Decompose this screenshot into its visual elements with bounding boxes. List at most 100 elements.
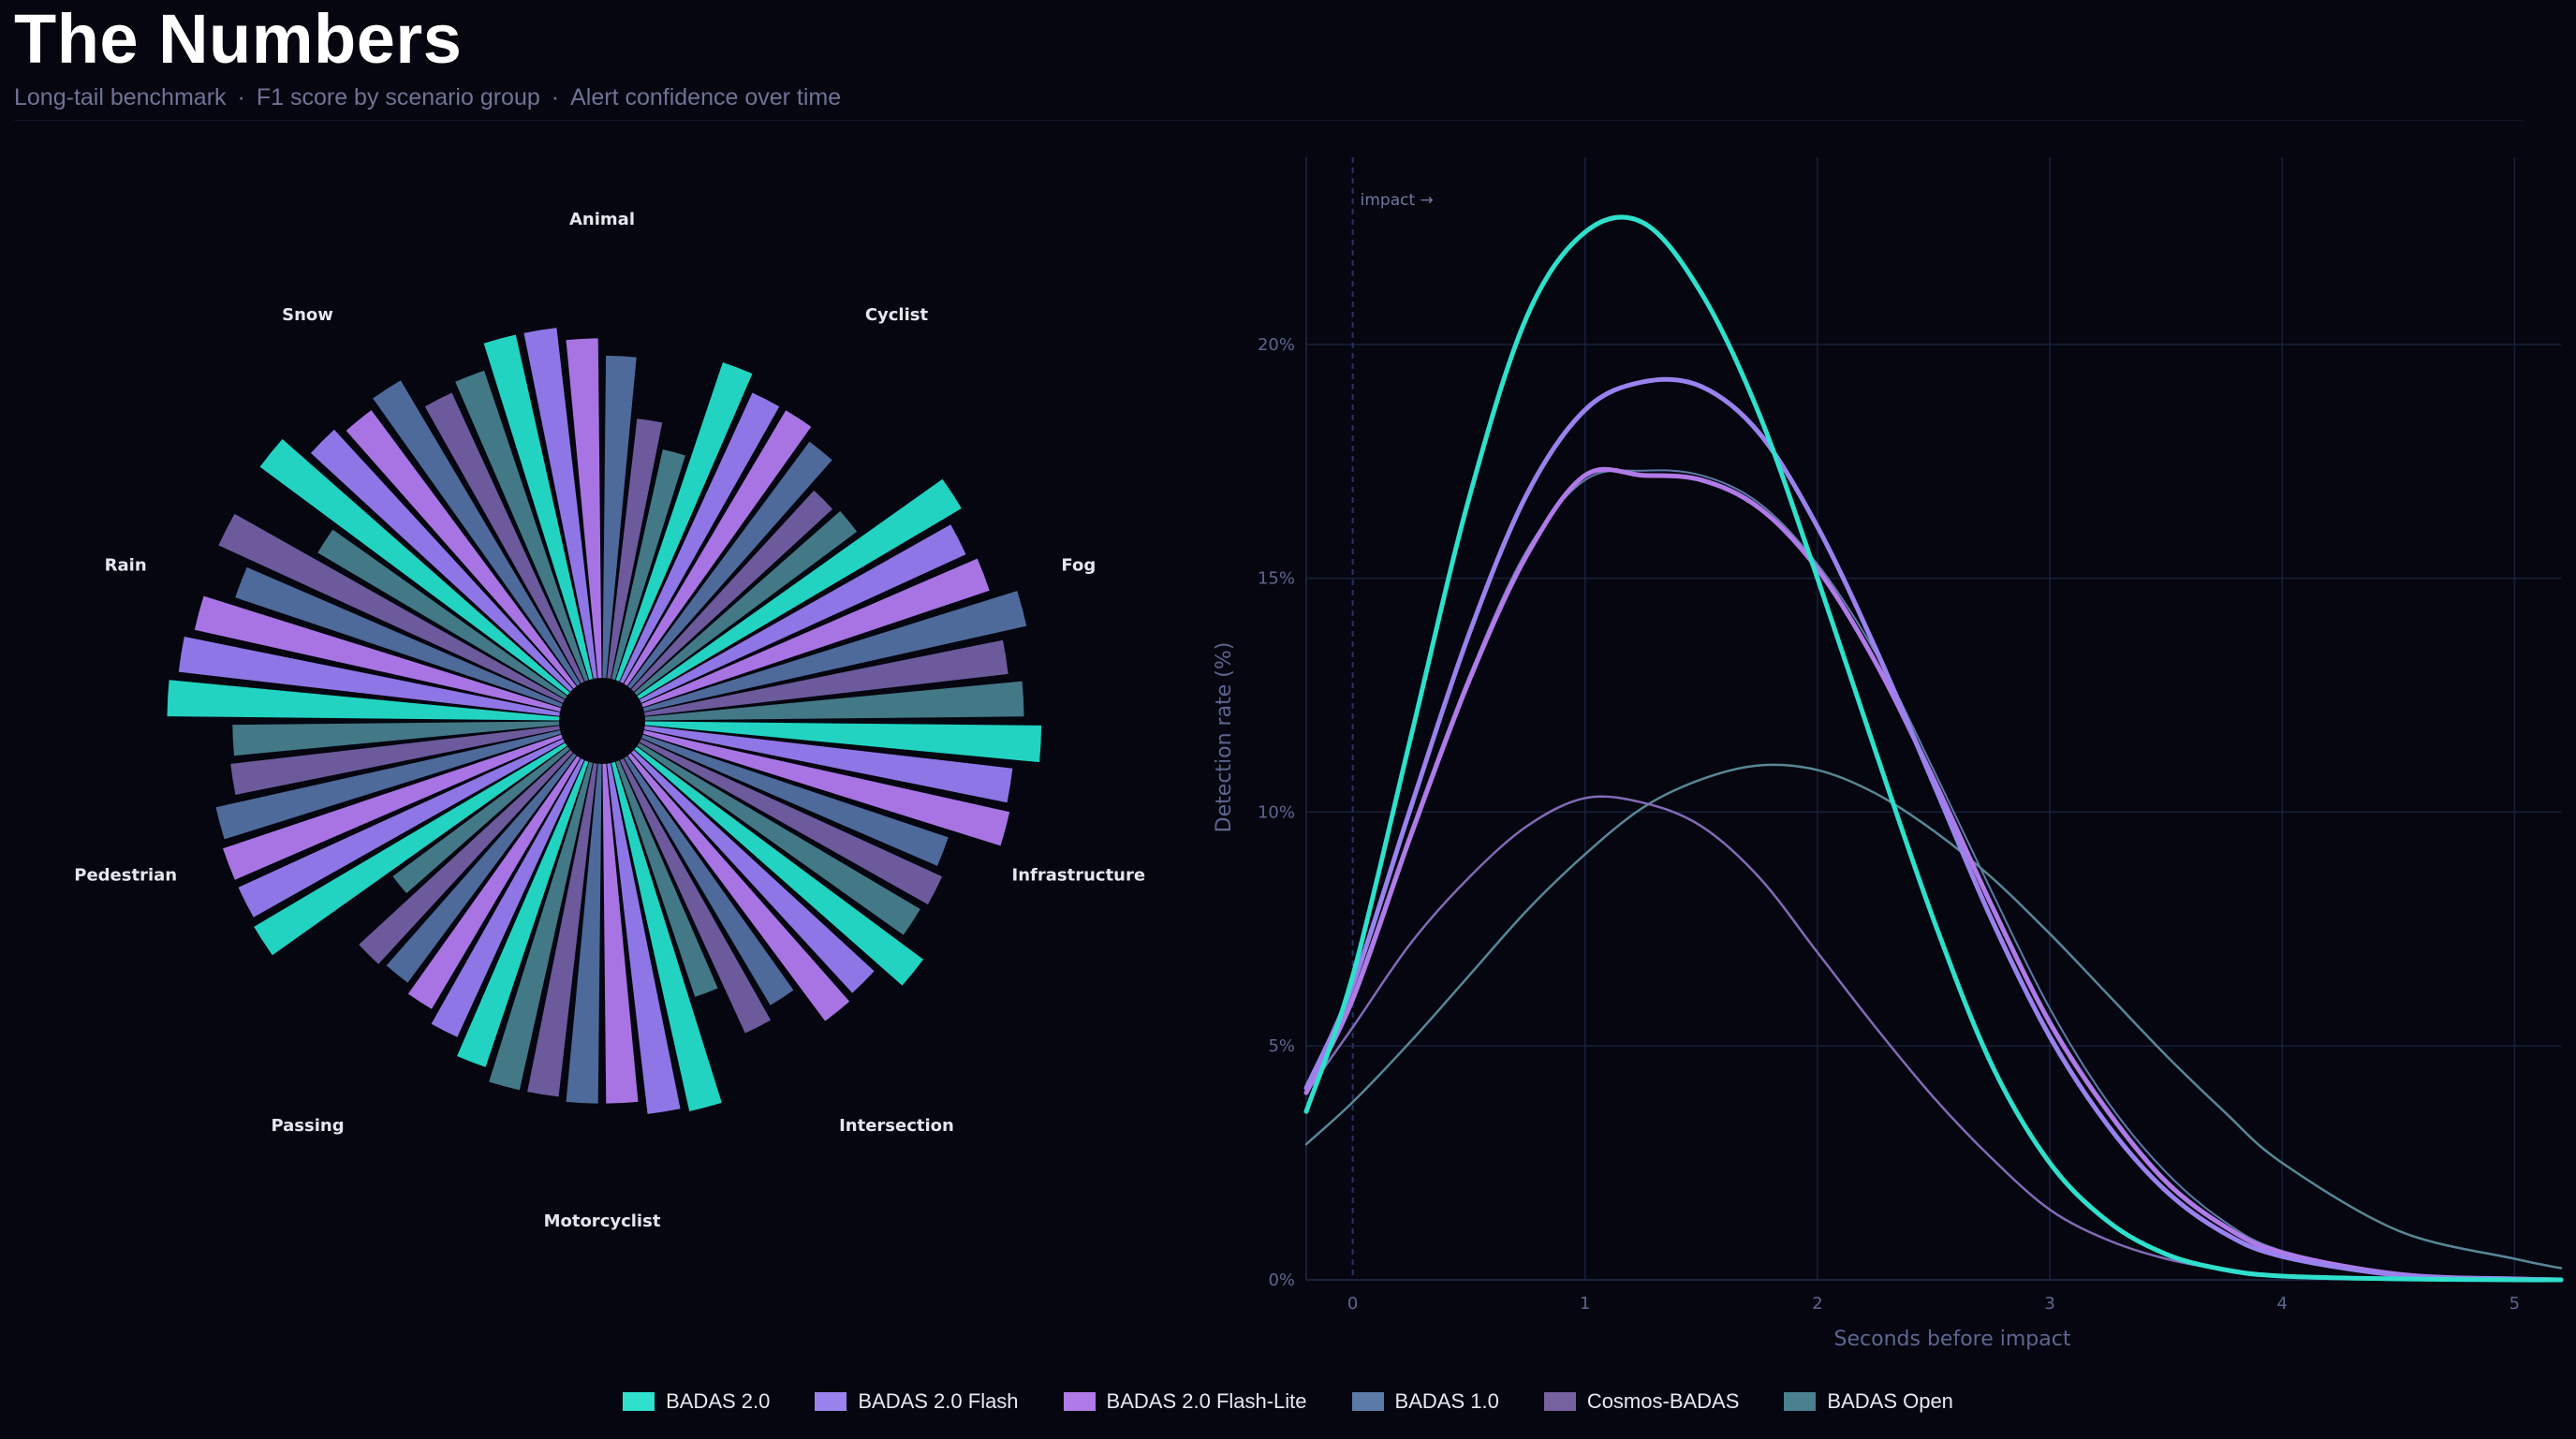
legend-item-cosmos-badas: Cosmos-BADAS xyxy=(1543,1389,1739,1414)
group-pedestrian: Pedestrian xyxy=(74,721,567,956)
bar-snow-badas-2-0-flash xyxy=(310,429,573,692)
category-label-animal: Animal xyxy=(569,210,635,229)
bar-intersection-badas-2-0 xyxy=(634,746,924,986)
bar-animal-badas-1-0 xyxy=(602,355,637,679)
group-cyclist: Cyclist xyxy=(615,305,929,696)
bar-infrastructure-badas-2-0-flash xyxy=(644,726,1013,803)
subtitle-separator: · xyxy=(237,84,245,110)
series-line-cosmos-badas xyxy=(1304,795,2563,1282)
radial-center-hole xyxy=(560,679,644,763)
bar-passing-badas-2-0-flash xyxy=(431,758,584,1037)
bar-pedestrian-badas-1-0 xyxy=(215,730,562,840)
bar-fog-badas-2-0-flash xyxy=(640,524,966,703)
series-line-badas-open xyxy=(1304,763,2563,1270)
group-snow: Snow xyxy=(259,305,589,696)
y-axis-label: Detection rate (%) xyxy=(1213,642,1236,833)
legend-swatch xyxy=(623,1392,655,1411)
group-intersection: Intersection xyxy=(615,746,954,1136)
series-line-badas-2-0-flash-lite xyxy=(1303,466,2564,1283)
bar-fog-cosmos-badas xyxy=(644,639,1008,716)
bar-rain-badas-open xyxy=(317,529,567,699)
radial-bar-chart: Animal Cyclist Fog Infrastructure Intersecti… xyxy=(74,210,1145,1231)
bar-motorcyclist-badas-2-0 xyxy=(611,761,722,1112)
bar-fog-badas-1-0 xyxy=(642,591,1027,712)
y-tick-label: 0% xyxy=(1268,1270,1295,1290)
series-line-badas-2-0 xyxy=(1303,214,2564,1283)
subtitle-part-benchmark: Long-tail benchmark xyxy=(14,84,227,110)
bar-cyclist-badas-2-0 xyxy=(615,362,753,682)
bar-passing-cosmos-badas xyxy=(359,750,573,964)
x-tick-label: 0 xyxy=(1347,1294,1358,1314)
legend-swatch xyxy=(1351,1392,1384,1411)
bar-passing-badas-2-0-flash-lite xyxy=(407,756,581,1009)
bar-pedestrian-badas-2-0-flash-lite xyxy=(223,734,563,880)
x-tick-label: 5 xyxy=(2510,1294,2520,1314)
bar-pedestrian-badas-open xyxy=(232,721,560,756)
bar-snow-badas-open xyxy=(455,370,589,682)
bar-intersection-badas-2-0-flash xyxy=(631,750,875,993)
line-chart: 0 1 2 3 4 5 0% 5% 10% 15% 20% impact → Seconds befor… xyxy=(1213,157,2564,1351)
bar-motorcyclist-badas-2-0-flash-lite xyxy=(602,763,639,1104)
bar-rain-cosmos-badas xyxy=(218,513,565,703)
category-label-passing: Passing xyxy=(271,1116,344,1136)
legend-label: BADAS 2.0 Flash xyxy=(858,1389,1019,1413)
bar-rain-badas-2-0-flash xyxy=(178,637,560,716)
bar-intersection-badas-1-0 xyxy=(624,756,794,1006)
bar-intersection-badas-2-0-flash-lite xyxy=(627,753,850,1021)
impact-annotation: impact → xyxy=(1361,191,1434,210)
bar-rain-badas-2-0 xyxy=(167,680,560,721)
series-line-badas-2-0-flash xyxy=(1303,376,2564,1283)
bar-animal-badas-2-0-flash xyxy=(523,328,597,679)
bar-infrastructure-badas-2-0 xyxy=(644,721,1042,763)
bar-pedestrian-badas-2-0 xyxy=(254,742,567,956)
legend-swatch xyxy=(1063,1392,1096,1411)
bar-animal-badas-2-0 xyxy=(483,334,593,681)
bar-cyclist-badas-2-0-flash xyxy=(620,392,780,683)
legend-label: BADAS Open xyxy=(1827,1389,1953,1413)
legend-item-badas-1-0: BADAS 1.0 xyxy=(1351,1389,1499,1414)
category-label-cyclist: Cyclist xyxy=(865,305,929,325)
y-tick-label: 20% xyxy=(1258,335,1295,355)
legend-swatch xyxy=(1784,1392,1817,1411)
subtitle-separator: · xyxy=(551,84,560,110)
chart-legend: BADAS 2.0 BADAS 2.0 Flash BADAS 2.0 Flash-… xyxy=(0,1389,2576,1414)
bar-passing-badas-open xyxy=(392,746,570,894)
group-passing: Passing xyxy=(271,746,589,1136)
x-tick-label: 1 xyxy=(1580,1294,1590,1314)
bar-animal-badas-2-0-flash-lite xyxy=(566,338,602,679)
bar-pedestrian-badas-2-0-flash xyxy=(238,739,565,918)
legend-swatch xyxy=(815,1392,847,1411)
category-label-rain: Rain xyxy=(105,556,147,576)
legend-item-badas-2-0-flash-lite: BADAS 2.0 Flash-Lite xyxy=(1063,1389,1307,1414)
bar-snow-badas-2-0-flash-lite xyxy=(346,410,577,689)
series-line-badas-1-0 xyxy=(1305,469,2562,1281)
bar-animal-badas-open xyxy=(611,449,685,681)
y-tick-label: 10% xyxy=(1258,802,1295,822)
legend-label: BADAS 1.0 xyxy=(1394,1389,1499,1413)
category-label-pedestrian: Pedestrian xyxy=(74,865,177,885)
bar-cyclist-badas-1-0 xyxy=(627,441,832,689)
bar-cyclist-badas-open xyxy=(634,510,858,696)
bar-cyclist-cosmos-badas xyxy=(631,490,833,692)
bar-intersection-cosmos-badas xyxy=(620,758,772,1034)
group-infrastructure: Infrastructure xyxy=(637,721,1145,935)
bar-intersection-badas-open xyxy=(615,760,718,997)
group-animal: Animal xyxy=(483,210,685,681)
legend-item-badas-2-0: BADAS 2.0 xyxy=(623,1389,770,1414)
bar-rain-badas-2-0-flash-lite xyxy=(194,595,562,712)
bar-infrastructure-cosmos-badas xyxy=(640,739,943,905)
category-label-fog: Fog xyxy=(1061,556,1096,576)
bar-cyclist-badas-2-0-flash-lite xyxy=(624,410,812,686)
bar-animal-cosmos-badas xyxy=(607,418,663,679)
bar-infrastructure-badas-1-0 xyxy=(641,734,949,866)
legend-label: BADAS 2.0 Flash-Lite xyxy=(1106,1389,1307,1413)
bar-motorcyclist-cosmos-badas xyxy=(527,763,597,1097)
subtitle-part-confidence: Alert confidence over time xyxy=(570,84,842,110)
bar-passing-badas-2-0 xyxy=(457,760,589,1067)
bar-pedestrian-cosmos-badas xyxy=(230,726,560,795)
x-tick-label: 3 xyxy=(2044,1294,2054,1314)
y-tick-label: 5% xyxy=(1268,1036,1295,1056)
category-label-motorcyclist: Motorcyclist xyxy=(544,1211,661,1231)
group-fog: Fog xyxy=(637,478,1096,721)
